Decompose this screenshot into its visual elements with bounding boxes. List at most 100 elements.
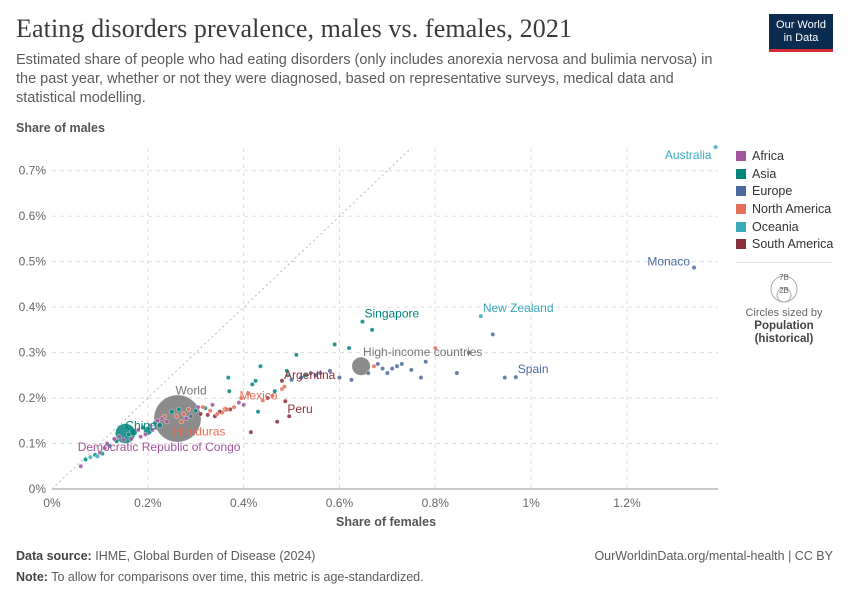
y-tick-label: 0.4% [19, 300, 47, 314]
data-point [293, 352, 299, 358]
data-point [102, 445, 108, 451]
data-point [183, 416, 189, 421]
x-axis-label: Share of females [336, 515, 437, 529]
x-tick-label: 0.6% [326, 496, 354, 510]
data-point [286, 413, 292, 419]
legend-swatch [736, 150, 746, 161]
legend-item[interactable]: Europe [736, 182, 833, 200]
data-point [207, 408, 213, 414]
data-point [153, 394, 202, 443]
data-point [181, 411, 187, 417]
data-point [111, 436, 117, 442]
data-point [327, 368, 333, 374]
point-label: Spain [518, 362, 549, 376]
data-point [176, 407, 182, 412]
data-point [418, 375, 424, 381]
footer-url[interactable]: OurWorldinData.org/mental-health | CC BY [594, 549, 833, 563]
data-point [226, 388, 232, 394]
legend-item[interactable]: Africa [736, 147, 833, 165]
point-label: Singapore [364, 307, 419, 321]
data-point [224, 407, 230, 412]
data-point [174, 413, 179, 419]
legend-item[interactable]: Oceania [736, 218, 833, 236]
y-tick-label: 0.6% [19, 209, 47, 223]
data-point [284, 368, 290, 374]
data-point [260, 397, 266, 403]
data-point [408, 367, 414, 373]
data-point [281, 384, 287, 390]
data-point [95, 453, 100, 459]
data-point [466, 350, 472, 355]
equality-line [51, 147, 412, 490]
source-text[interactable]: IHME, Global Burden of Disease (2024) [95, 549, 316, 563]
data-point [298, 375, 304, 381]
data-point [210, 402, 215, 408]
note-label: Note: [16, 570, 48, 584]
point-label: Peru [287, 402, 312, 416]
size-variable-1: Population [754, 320, 814, 332]
data-point [178, 419, 184, 425]
logo-line-1: Our World [776, 18, 826, 31]
data-point [691, 265, 697, 270]
data-point [308, 370, 314, 376]
data-point [104, 441, 110, 446]
data-point [265, 395, 271, 401]
point-label: Argentina [284, 368, 336, 382]
legend-item[interactable]: North America [736, 200, 833, 218]
logo-line-2: in Data [783, 31, 819, 44]
point-label: New Zealand [483, 301, 554, 315]
data-point [282, 398, 288, 404]
size-legend-circles: 7B 2B [770, 273, 798, 303]
data-point [272, 388, 278, 394]
legend-item[interactable]: South America [736, 235, 833, 253]
footer-note: Note: To allow for comparisons over time… [16, 570, 424, 584]
size-legend-big: 7B [779, 273, 789, 282]
y-tick-label: 0.1% [19, 437, 47, 451]
point-label: Australia [665, 148, 712, 162]
data-point [225, 375, 231, 381]
size-variable-2: (historical) [754, 333, 814, 345]
data-point [97, 450, 103, 456]
owid-logo[interactable]: Our World in Data [769, 14, 833, 52]
data-point [236, 400, 242, 406]
data-point [143, 432, 148, 437]
data-point [502, 375, 508, 381]
data-point [238, 395, 244, 401]
data-point [200, 404, 206, 410]
legend-label: Europe [752, 184, 793, 199]
data-point [478, 313, 484, 319]
data-point [135, 427, 141, 433]
data-point [317, 370, 323, 376]
data-point [313, 372, 318, 378]
size-legend: 7B 2B Circles sized by Population (histo… [736, 262, 832, 346]
data-point [140, 425, 146, 431]
data-point [285, 372, 291, 378]
x-tick-label: 0% [43, 496, 61, 510]
data-point [83, 457, 88, 462]
data-point [365, 370, 371, 376]
point-label: High-income countries [363, 345, 482, 359]
data-point [138, 434, 144, 440]
legend-label: Oceania [752, 219, 799, 234]
data-point [371, 363, 377, 369]
x-tick-label: 0.8% [422, 496, 450, 510]
data-point [155, 418, 160, 424]
point-label: World [176, 384, 207, 398]
data-point [246, 391, 251, 396]
legend-item[interactable]: Asia [736, 165, 833, 183]
data-point [432, 345, 438, 351]
point-label: Honduras [173, 425, 225, 439]
y-tick-label: 0.5% [19, 255, 47, 269]
size-caption: Circles sized by Population (historical) [736, 307, 832, 346]
legend-swatch [736, 168, 746, 179]
data-point [169, 409, 175, 415]
data-point [128, 436, 134, 442]
data-point [351, 356, 371, 376]
data-point [332, 342, 338, 347]
note-text: To allow for comparisons over time, this… [51, 570, 424, 584]
y-axis-label: Share of males [16, 121, 105, 135]
data-point [394, 363, 400, 369]
point-label: China [125, 419, 157, 433]
data-point [454, 370, 460, 376]
